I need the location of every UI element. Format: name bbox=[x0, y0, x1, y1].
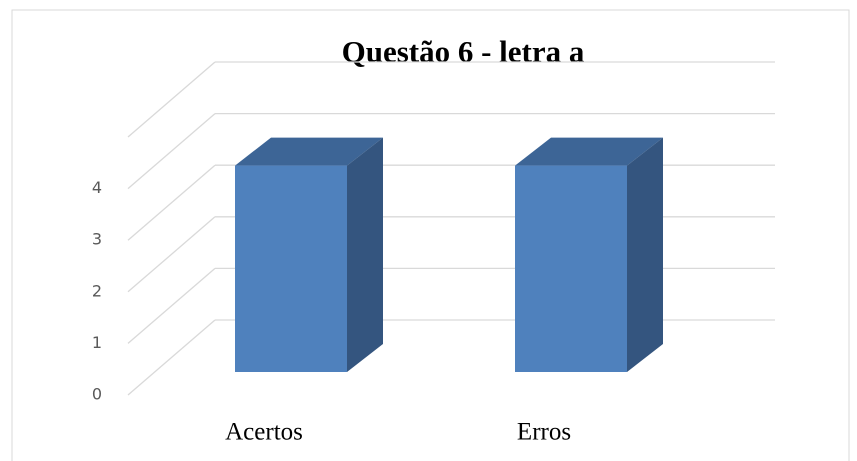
x-tick-label: Erros bbox=[517, 419, 571, 446]
x-tick-label: Acertos bbox=[225, 419, 303, 446]
grid-line bbox=[127, 164, 216, 241]
bar bbox=[235, 165, 347, 372]
wall-edge bbox=[127, 61, 216, 138]
grid-line bbox=[127, 113, 216, 190]
bar bbox=[515, 165, 627, 372]
grid-line bbox=[127, 319, 216, 396]
chart-title: Questão 6 - letra a bbox=[342, 34, 585, 69]
bar-top bbox=[235, 137, 383, 166]
y-tick-label: 3 bbox=[92, 230, 102, 249]
y-tick-label: 2 bbox=[92, 281, 102, 300]
grid-line bbox=[127, 267, 216, 344]
y-tick-label: 4 bbox=[92, 178, 102, 197]
bar-top bbox=[515, 137, 663, 166]
y-tick-label: 0 bbox=[92, 385, 102, 404]
bar-side bbox=[347, 137, 383, 372]
grid-line bbox=[127, 216, 216, 293]
bar-side bbox=[627, 137, 663, 372]
chart-border bbox=[11, 9, 850, 461]
y-tick-label: 1 bbox=[92, 333, 102, 352]
